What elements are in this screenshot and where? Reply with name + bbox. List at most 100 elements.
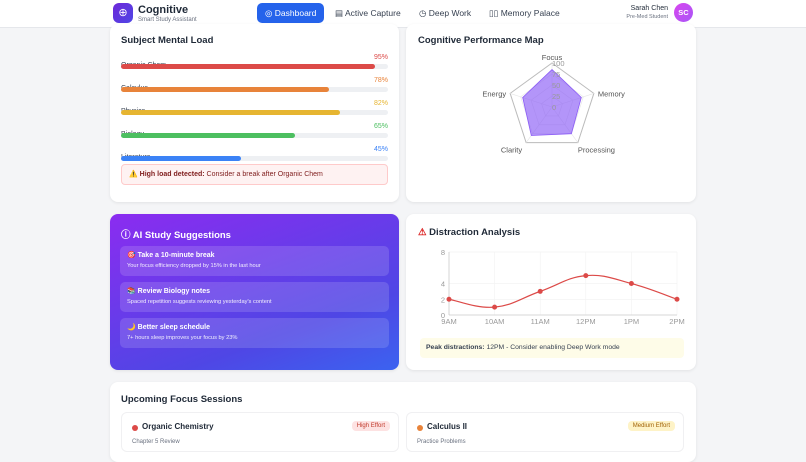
session-subtitle: Practice Problems bbox=[417, 439, 466, 445]
subject-percent: 95% bbox=[373, 54, 388, 61]
suggestion-title: 🎯 Take a 10-minute break bbox=[127, 252, 215, 259]
y-tick-label: 2 bbox=[441, 295, 445, 304]
session-name: Organic Chemistry bbox=[142, 422, 214, 431]
suggestion-title: 🌙 Better sleep schedule bbox=[127, 324, 211, 331]
document-icon: ▤ bbox=[335, 8, 345, 18]
alert-text: Consider a break after Organic Chem bbox=[204, 171, 323, 178]
peak-distraction-note: Peak distractions: 12PM - Consider enabl… bbox=[420, 338, 684, 358]
data-point bbox=[674, 296, 680, 302]
nav-active-capture[interactable]: ▤ Active Capture bbox=[335, 8, 401, 18]
subject-percent: 82% bbox=[373, 100, 388, 107]
subject-row: Calculus78% bbox=[121, 77, 388, 97]
suggestion-title: 📚 Review Biology notes bbox=[127, 288, 211, 295]
load-bar-fill bbox=[121, 87, 330, 92]
book-icon: ▯▯ bbox=[489, 8, 501, 18]
card-title: ⚠ Distraction Analysis bbox=[418, 227, 521, 238]
x-tick-label: 10AM bbox=[485, 317, 505, 326]
card-title: ⓘ AI Study Suggestions bbox=[121, 230, 231, 241]
data-point bbox=[446, 296, 452, 302]
data-point bbox=[628, 281, 634, 286]
radar-tick-label: 25 bbox=[552, 92, 560, 101]
peak-text: 12PM - Consider enabling Deep Work mode bbox=[484, 344, 620, 351]
load-bar-fill bbox=[121, 64, 375, 69]
load-bar-fill bbox=[121, 156, 242, 161]
card-title: Upcoming Focus Sessions bbox=[121, 394, 243, 405]
subject-percent: 65% bbox=[373, 123, 388, 130]
x-tick-label: 1PM bbox=[624, 317, 639, 326]
avatar[interactable]: SC bbox=[674, 3, 693, 22]
warning-icon: ⚠ bbox=[418, 227, 430, 238]
session-subtitle: Chapter 5 Review bbox=[132, 439, 180, 445]
mental-load-card: Subject Mental Load Organic Chem95% Calcu… bbox=[110, 24, 399, 202]
distraction-line-chart: 0 2 4 8 9AM 10AM 11AM 12PM 1PM 2PM bbox=[441, 248, 685, 326]
subject-row: Literature45% bbox=[121, 146, 388, 166]
data-point bbox=[492, 304, 498, 310]
subject-row: Organic Chem95% bbox=[121, 54, 388, 74]
card-title: Cognitive Performance Map bbox=[418, 35, 544, 46]
suggestion-text: Your focus efficiency dropped by 15% in … bbox=[127, 263, 261, 269]
load-bar bbox=[121, 110, 388, 115]
x-tick-label: 11AM bbox=[531, 317, 550, 326]
suggestion-text: 7+ hours sleep improves your focus by 23… bbox=[127, 335, 238, 341]
user-role: Pre-Med Student bbox=[626, 14, 668, 20]
x-tick-label: 9AM bbox=[441, 317, 456, 326]
radar-grid bbox=[509, 62, 595, 144]
data-point bbox=[583, 273, 589, 279]
x-tick-label: 12PM bbox=[576, 317, 596, 326]
radar-tick-label: 100 bbox=[552, 59, 565, 68]
radar-axis-label: Clarity bbox=[501, 146, 523, 155]
nav-dashboard[interactable]: ◎ Dashboard bbox=[257, 3, 325, 23]
effort-badge: High Effort bbox=[351, 421, 390, 431]
x-tick-label: 2PM bbox=[669, 317, 684, 326]
high-load-alert: ⚠️ High load detected: Consider a break … bbox=[121, 164, 388, 185]
load-bar bbox=[121, 87, 388, 92]
subject-row: Physics82% bbox=[121, 100, 388, 120]
radar-axis-label: Memory bbox=[598, 89, 625, 98]
brain-icon[interactable]: ⊕ bbox=[113, 3, 133, 23]
peak-label: Peak distractions: bbox=[426, 344, 485, 351]
brand-name: Cognitive bbox=[138, 4, 189, 16]
subject-percent: 78% bbox=[373, 77, 388, 84]
nav-deep-work[interactable]: ◷ Deep Work bbox=[419, 8, 472, 18]
session-item[interactable]: Calculus II Medium Effort Practice Probl… bbox=[406, 412, 684, 452]
radar-tick-label: 0 bbox=[552, 103, 556, 112]
user-info: Sarah Chen Pre-Med Student bbox=[626, 5, 668, 20]
load-bar-fill bbox=[121, 110, 340, 115]
suggestions-card: ⓘ AI Study Suggestions 🎯 Take a 10-minut… bbox=[110, 214, 399, 370]
data-point bbox=[537, 288, 543, 294]
radar-axis-label: Focus bbox=[542, 53, 563, 62]
distraction-card: ⚠ Distraction Analysis 0 2 4 8 9AM 10AM 11AM 12… bbox=[406, 214, 696, 370]
load-bar bbox=[121, 156, 388, 161]
load-bar-fill bbox=[121, 133, 295, 138]
timer-icon: ◷ bbox=[419, 8, 429, 18]
nav-memory-palace[interactable]: ▯▯ Memory Palace bbox=[489, 8, 560, 18]
y-tick-label: 8 bbox=[441, 248, 445, 257]
dashboard-icon: ◎ bbox=[265, 8, 275, 18]
y-tick-label: 4 bbox=[441, 280, 445, 289]
alert-label: ⚠️ High load detected: bbox=[129, 171, 205, 178]
performance-card: Cognitive Performance Map 0 25 50 75 100 Focu… bbox=[406, 24, 696, 202]
subject-percent: 45% bbox=[373, 146, 388, 153]
status-dot bbox=[417, 425, 423, 431]
radar-axis-label: Processing bbox=[578, 146, 615, 155]
distraction-line bbox=[448, 274, 678, 308]
suggestion-item[interactable]: 📚 Review Biology notes Spaced repetition … bbox=[120, 282, 389, 312]
session-item[interactable]: Organic Chemistry High Effort Chapter 5 … bbox=[121, 412, 399, 452]
radar-tick-label: 75 bbox=[552, 70, 560, 79]
radar-axis-label: Energy bbox=[482, 89, 506, 98]
session-name: Calculus II bbox=[427, 422, 468, 431]
radar-tick-label: 50 bbox=[552, 81, 560, 90]
status-dot bbox=[132, 425, 138, 431]
y-tick-label: 0 bbox=[441, 311, 445, 320]
radar-area bbox=[522, 69, 582, 136]
top-nav-bar: ⊕ Cognitive Smart Study Assistant ◎ Dash… bbox=[0, 0, 806, 28]
load-bar bbox=[121, 133, 388, 138]
suggestion-item[interactable]: 🎯 Take a 10-minute break Your focus effic… bbox=[120, 246, 389, 276]
sessions-card: Upcoming Focus Sessions Organic Chemistr… bbox=[110, 382, 696, 462]
suggestion-item[interactable]: 🌙 Better sleep schedule 7+ hours sleep im… bbox=[120, 318, 389, 348]
user-name: Sarah Chen bbox=[630, 5, 668, 12]
effort-badge: Medium Effort bbox=[627, 421, 675, 431]
load-bar bbox=[121, 64, 388, 69]
subject-row: Biology65% bbox=[121, 123, 388, 143]
